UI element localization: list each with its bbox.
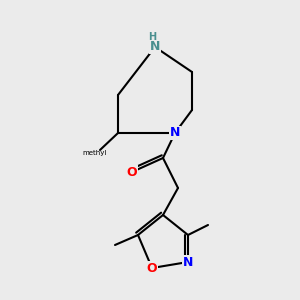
Text: H: H (148, 32, 156, 42)
Text: N: N (183, 256, 193, 268)
Text: O: O (127, 166, 137, 178)
Text: N: N (170, 127, 180, 140)
Text: N: N (150, 40, 160, 53)
Text: methyl: methyl (83, 150, 107, 156)
Text: O: O (147, 262, 157, 275)
